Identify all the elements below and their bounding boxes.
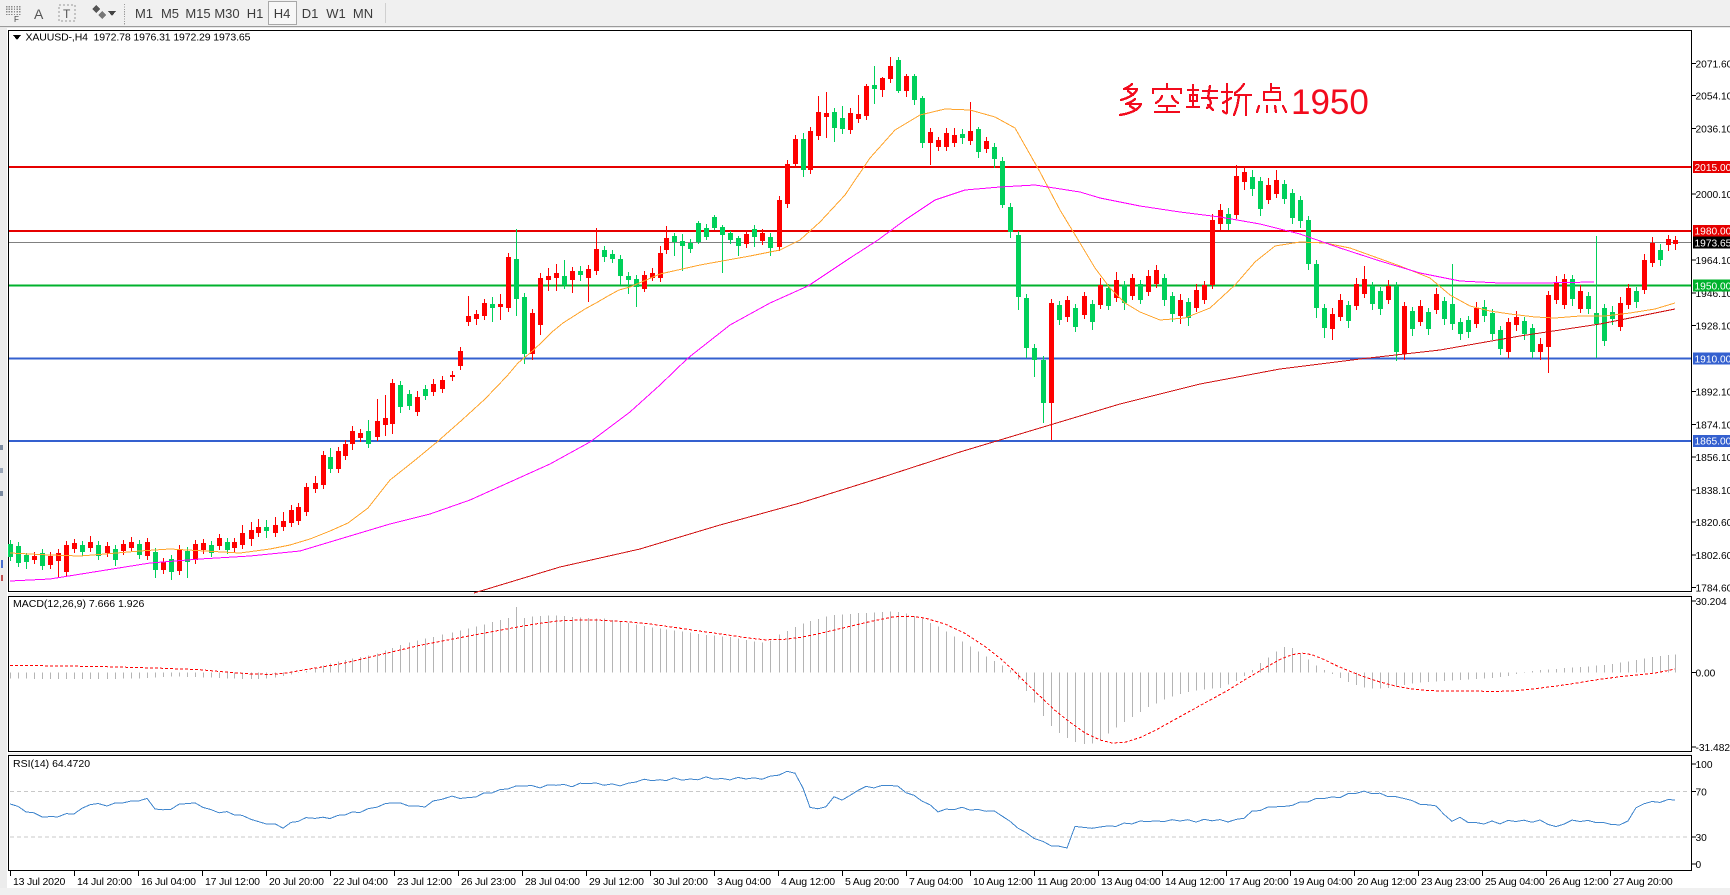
svg-text:2000.10: 2000.10 xyxy=(1696,190,1730,201)
svg-text:27 Aug 20:00: 27 Aug 20:00 xyxy=(1613,876,1673,888)
svg-text:4 Aug 12:00: 4 Aug 12:00 xyxy=(781,876,835,888)
svg-text:1856.10: 1856.10 xyxy=(1696,453,1730,464)
svg-text:70: 70 xyxy=(1696,787,1708,798)
svg-text:1784.60: 1784.60 xyxy=(1696,584,1730,595)
svg-text:1910.00: 1910.00 xyxy=(1695,355,1730,366)
svg-text:1802.60: 1802.60 xyxy=(1696,551,1730,562)
svg-text:23 Jul 12:00: 23 Jul 12:00 xyxy=(397,876,452,888)
svg-text:13 Jul 2020: 13 Jul 2020 xyxy=(13,876,65,888)
svg-text:20 Aug 12:00: 20 Aug 12:00 xyxy=(1357,876,1417,888)
svg-text:11 Aug 20:00: 11 Aug 20:00 xyxy=(1037,876,1096,888)
svg-text:3 Aug 04:00: 3 Aug 04:00 xyxy=(717,876,771,888)
svg-text:1950: 1950 xyxy=(1291,83,1369,122)
svg-text:30.204: 30.204 xyxy=(1696,597,1727,608)
svg-text:2071.60: 2071.60 xyxy=(1696,60,1730,71)
svg-text:2036.10: 2036.10 xyxy=(1696,125,1730,136)
svg-text:5 Aug 20:00: 5 Aug 20:00 xyxy=(845,876,899,888)
svg-text:H1: H1 xyxy=(247,6,264,21)
svg-text:22 Jul 04:00: 22 Jul 04:00 xyxy=(333,876,388,888)
svg-text:W1: W1 xyxy=(326,6,346,21)
svg-text:XAUUSD-,H4 1972.78 1976.31 19: XAUUSD-,H4 1972.78 1976.31 1972.29 1973.… xyxy=(26,32,251,44)
svg-text:16 Jul 04:00: 16 Jul 04:00 xyxy=(141,876,196,888)
svg-text:1892.10: 1892.10 xyxy=(1696,387,1730,398)
svg-text:2015.00: 2015.00 xyxy=(1695,163,1730,174)
svg-text:28 Jul 04:00: 28 Jul 04:00 xyxy=(525,876,580,888)
svg-text:19 Aug 04:00: 19 Aug 04:00 xyxy=(1293,876,1353,888)
svg-text:1980.00: 1980.00 xyxy=(1695,227,1730,238)
svg-text:1946.10: 1946.10 xyxy=(1696,289,1730,300)
svg-text:M5: M5 xyxy=(161,6,179,21)
svg-text:H4: H4 xyxy=(274,6,291,21)
svg-text:MN: MN xyxy=(353,6,373,21)
svg-text:M30: M30 xyxy=(214,6,239,21)
svg-text:D1: D1 xyxy=(302,6,319,21)
svg-text:M15: M15 xyxy=(185,6,210,21)
svg-text:1838.10: 1838.10 xyxy=(1696,486,1730,497)
svg-text:26 Aug 12:00: 26 Aug 12:00 xyxy=(1549,876,1609,888)
svg-text:MACD(12,26,9) 7.666 1.926: MACD(12,26,9) 7.666 1.926 xyxy=(13,598,144,610)
svg-text:30 Jul 20:00: 30 Jul 20:00 xyxy=(653,876,708,888)
svg-text:A: A xyxy=(34,6,44,22)
svg-text:0.00: 0.00 xyxy=(1696,669,1716,680)
svg-text:0: 0 xyxy=(1696,860,1702,871)
svg-text:1865.00: 1865.00 xyxy=(1695,437,1730,448)
svg-text:1874.10: 1874.10 xyxy=(1696,420,1730,431)
svg-text:30: 30 xyxy=(1696,833,1708,844)
svg-text:T: T xyxy=(63,7,71,21)
svg-text:M1: M1 xyxy=(135,6,153,21)
svg-text:17 Jul 12:00: 17 Jul 12:00 xyxy=(205,876,260,888)
svg-text:17 Aug 20:00: 17 Aug 20:00 xyxy=(1229,876,1289,888)
svg-text:1964.10: 1964.10 xyxy=(1696,256,1730,267)
svg-text:1820.60: 1820.60 xyxy=(1696,518,1730,529)
svg-text:1928.10: 1928.10 xyxy=(1696,322,1730,333)
svg-text:20 Jul 20:00: 20 Jul 20:00 xyxy=(269,876,324,888)
svg-text:25 Aug 04:00: 25 Aug 04:00 xyxy=(1485,876,1545,888)
svg-text:2054.10: 2054.10 xyxy=(1696,92,1730,103)
svg-text:23 Aug 23:00: 23 Aug 23:00 xyxy=(1421,876,1481,888)
svg-text:100: 100 xyxy=(1696,760,1713,771)
svg-text:F: F xyxy=(14,15,19,24)
svg-text:10 Aug 12:00: 10 Aug 12:00 xyxy=(973,876,1033,888)
svg-text:29 Jul 12:00: 29 Jul 12:00 xyxy=(589,876,644,888)
svg-text:7 Aug 04:00: 7 Aug 04:00 xyxy=(909,876,963,888)
svg-text:13 Aug 04:00: 13 Aug 04:00 xyxy=(1101,876,1161,888)
svg-text:1973.65: 1973.65 xyxy=(1695,238,1730,249)
svg-text:26 Jul 23:00: 26 Jul 23:00 xyxy=(461,876,516,888)
svg-text:14 Jul 20:00: 14 Jul 20:00 xyxy=(77,876,132,888)
svg-text:14 Aug 12:00: 14 Aug 12:00 xyxy=(1165,876,1225,888)
svg-text:RSI(14) 64.4720: RSI(14) 64.4720 xyxy=(13,758,90,770)
svg-text:1950.00: 1950.00 xyxy=(1695,282,1730,293)
svg-text:-31.482: -31.482 xyxy=(1696,743,1730,754)
